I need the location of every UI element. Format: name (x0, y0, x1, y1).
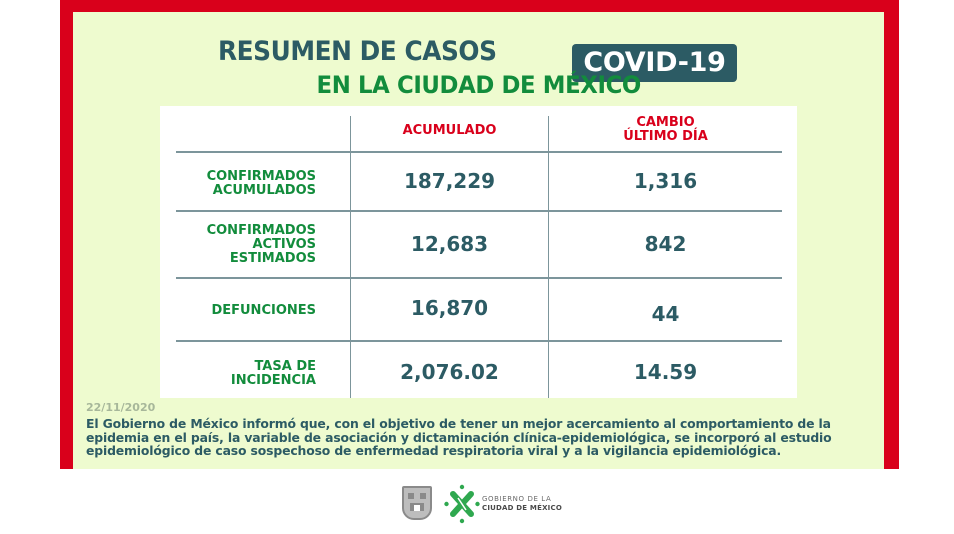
page-subtitle: EN LA CIUDAD DE MÉXICO (73, 70, 884, 100)
title-row: RESUMEN DE CASOS COVID-19 (73, 32, 884, 82)
row-label-confirmados-acumulados: CONFIRMADOS ACUMULADOS (170, 170, 316, 198)
cell-cambio: 1,316 (633, 169, 698, 193)
footnote: El Gobierno de México informó que, con e… (86, 416, 832, 458)
row-label-line: CONFIRMADOS (206, 169, 316, 184)
gov-cdmx-wordmark: GOBIERNO DE LA CIUDAD DE MÉXICO (482, 495, 562, 513)
covid-badge: COVID-19 (572, 44, 737, 82)
cell-acumulado: 2,076.02 (400, 360, 499, 384)
column-divider (350, 116, 351, 398)
row-label-line: TASA DE (254, 359, 316, 374)
column-divider (548, 116, 549, 398)
row-divider (176, 151, 782, 153)
cases-table: ACUMULADO CAMBIO ÚLTIMO DÍA CONFIRMADOS … (160, 106, 797, 398)
cell-acumulado: 187,229 (403, 169, 496, 193)
cell-cambio: 14.59 (633, 360, 698, 384)
row-label-tasa-incidencia: TASA DE INCIDENCIA (170, 360, 316, 388)
cell-cambio: 44 (651, 302, 680, 326)
page-title: RESUMEN DE CASOS (218, 36, 497, 67)
report-date: 22/11/2020 (86, 401, 156, 414)
row-label-line: INCIDENCIA (230, 373, 316, 388)
wordmark-line: GOBIERNO DE LA (482, 495, 552, 503)
coat-of-arms-icon (402, 486, 432, 520)
column-header-label: ÚLTIMO DÍA (623, 129, 708, 144)
row-label-confirmados-activos: CONFIRMADOS ACTIVOS ESTIMADOS (170, 224, 316, 266)
row-divider (176, 277, 782, 279)
summary-panel: RESUMEN DE CASOS COVID-19 EN LA CIUDAD D… (73, 12, 884, 469)
column-header-label: CAMBIO (636, 115, 695, 130)
row-divider (176, 340, 782, 342)
coat-of-arms-icon (408, 493, 426, 511)
row-divider (176, 210, 782, 212)
footer-logos: GOBIERNO DE LA CIUDAD DE MÉXICO (400, 484, 570, 524)
row-label-line: ACUMULADOS (212, 183, 316, 198)
row-label-line: DEFUNCIONES (211, 303, 316, 318)
row-label-line: ACTIVOS (252, 237, 316, 252)
wordmark-line: CIUDAD DE MÉXICO (482, 504, 562, 512)
column-header-cambio: CAMBIO ÚLTIMO DÍA (549, 116, 782, 144)
column-header-acumulado: ACUMULADO (351, 124, 548, 138)
cell-acumulado: 16,870 (410, 296, 489, 320)
row-label-defunciones: DEFUNCIONES (170, 304, 316, 318)
cell-cambio: 842 (644, 232, 687, 256)
column-header-label: ACUMULADO (402, 123, 497, 138)
cdmx-logo-icon (444, 484, 480, 524)
row-label-line: CONFIRMADOS (206, 223, 316, 238)
cell-acumulado: 12,683 (410, 232, 489, 256)
row-label-line: ESTIMADOS (229, 251, 316, 266)
subtitle-text: EN LA CIUDAD DE MÉXICO (316, 71, 641, 99)
